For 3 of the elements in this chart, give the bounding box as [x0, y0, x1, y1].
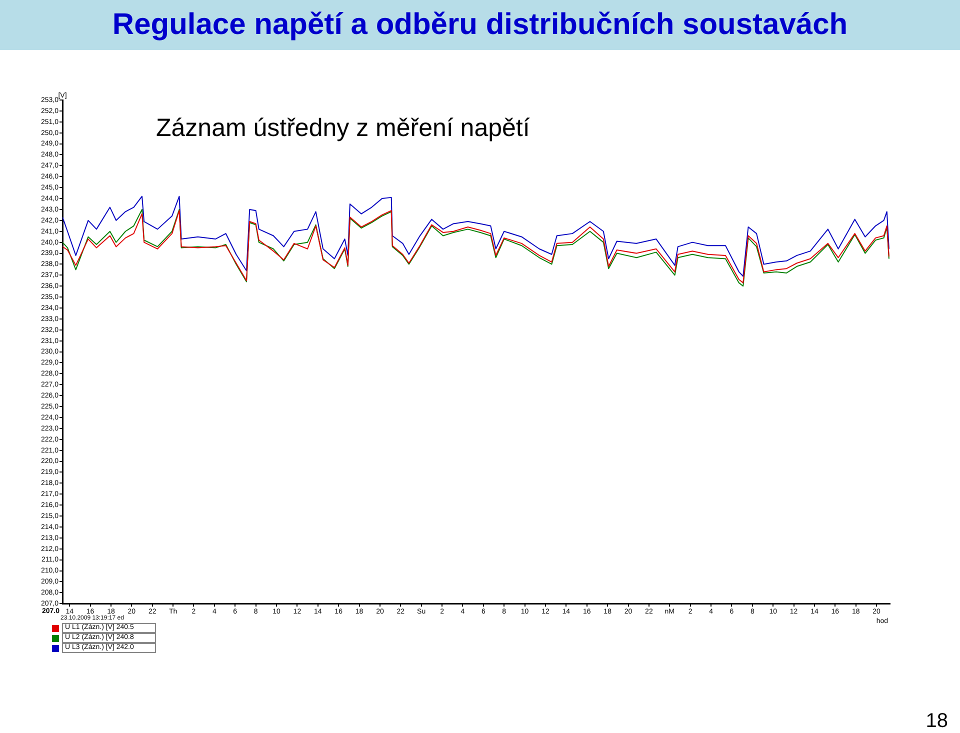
text: 18 — [926, 710, 948, 733]
text: Záznam ústředny z měření napětí — [156, 114, 530, 143]
chart-title: Regulace napětí a odběru distribučních soustavách — [0, 0, 960, 50]
